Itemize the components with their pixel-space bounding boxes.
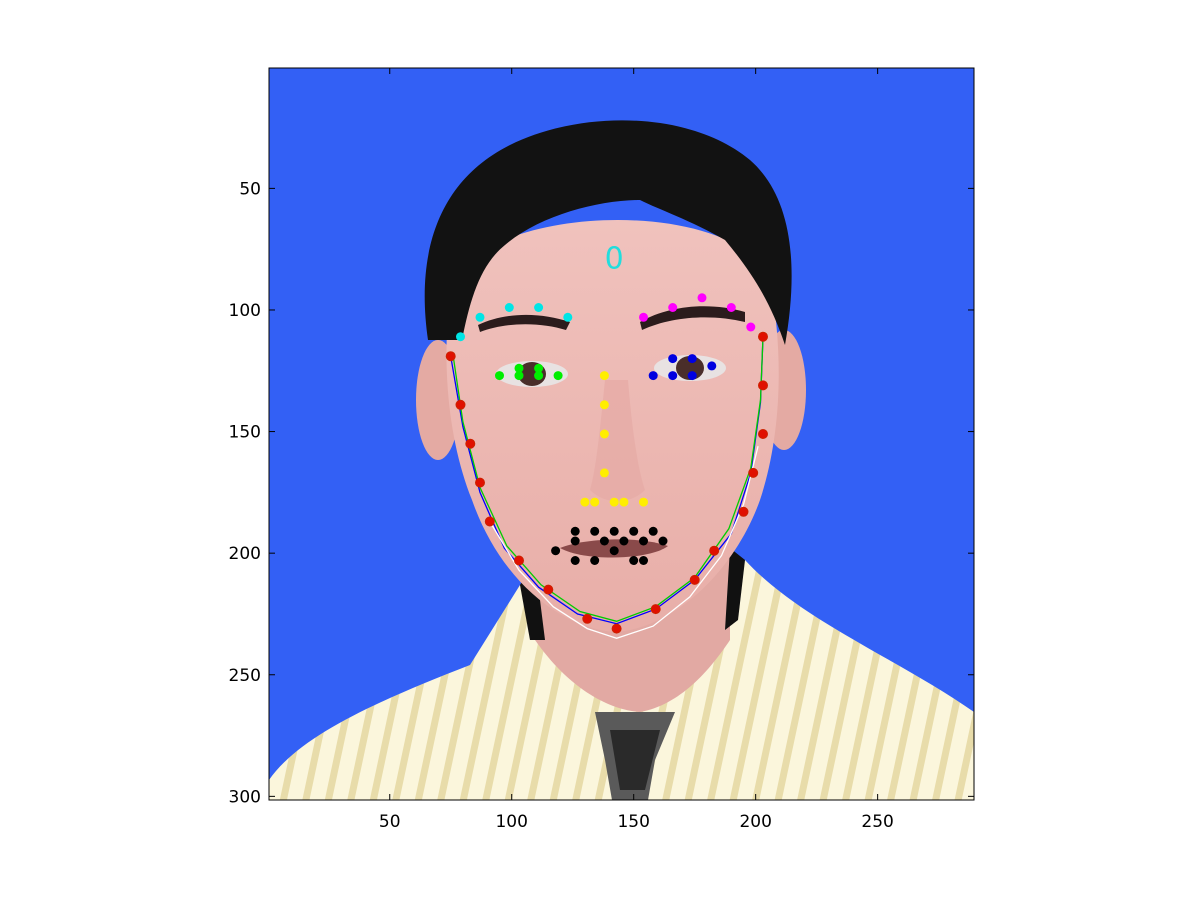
right-eye-point-0 [648,371,658,381]
jaw-contour-point-2 [465,438,476,449]
left-eye-series [495,363,563,381]
x-axis: 50 100 150 200 250 [379,68,894,832]
mouth-point-7 [639,536,648,546]
nose-point-5 [590,497,600,507]
right-eyebrow-shape [640,306,745,330]
y-tick-label: 250 [229,666,261,686]
left-eyebrow-point-4 [563,312,573,322]
right-eye-point-1 [668,354,678,364]
portrait-image [269,68,974,800]
y-tick-label: 300 [229,787,261,807]
jaw-contour-point-1 [455,399,466,410]
x-tick-label: 200 [739,812,771,832]
mouth-point-9 [609,546,619,556]
mouth-point-1 [570,526,580,536]
y-tick-label: 50 [239,179,261,199]
mouth-point-2 [590,526,600,536]
tie-knot [610,730,660,790]
jaw-contour-point-5 [514,555,524,566]
left-eyebrow-point-1 [475,312,485,322]
jaw-contour-point-4 [484,516,495,527]
nose-point-6 [609,497,619,507]
right-eyebrow-point-4 [746,322,756,332]
right-eye-series [648,354,717,381]
jaw-contour-point-0 [445,351,456,362]
nose-point-7 [619,497,629,507]
jaw-contour-point-12 [738,506,749,517]
left-eyebrow-point-0 [456,332,465,342]
left-eye-point-0 [495,371,504,381]
annotation-label: 0 [605,242,624,277]
landmark-points [445,293,768,634]
left-eye-point-1 [514,363,524,373]
x-tick-label: 150 [617,812,649,832]
left-eyebrow-point-3 [534,303,544,312]
jaw-contour-point-10 [689,574,700,585]
nose-point-8 [639,497,648,507]
jaw-contour-point-13 [748,467,759,478]
jaw-contour-point-15 [758,380,768,391]
hair [424,120,792,345]
jaw-contour-point-6 [543,584,554,595]
left-eyebrow-point-2 [504,303,514,312]
collar-shadow-right [725,548,745,630]
mouth-series [551,526,668,565]
nose-point-4 [580,497,590,507]
nose-point-3 [599,468,609,478]
nose-point-2 [599,429,609,439]
y-tick-label: 150 [229,423,261,443]
right-eye-point-4 [687,371,697,381]
mouth-point-13 [590,556,600,565]
left-eye-point-5 [514,371,524,381]
mouth-point-14 [629,556,639,565]
right-eyebrow-series [639,293,756,332]
jaw-contour-point-9 [650,604,661,615]
mouth-point-10 [599,536,609,546]
jaw-contour-point-7 [582,613,593,624]
jaw-contour-point-14 [758,429,768,439]
mouth-point-11 [570,536,580,546]
y-tick-label: 100 [229,301,261,321]
mouth-point-6 [658,536,668,546]
mouth-point-0 [551,546,561,556]
mouth-point-4 [629,526,639,536]
right-eye-point-2 [687,354,697,364]
right-eye-point-3 [707,361,717,371]
nose-series [580,371,648,507]
jaw-contour-series [445,331,768,634]
left-eyebrow-series [456,303,573,342]
y-axis: 50 100 150 200 250 300 [229,179,974,807]
mouth-point-3 [609,526,619,536]
axes-frame [268,67,975,801]
nose-point-0 [599,371,609,381]
left-eye-point-2 [534,363,544,373]
jaw-contour-point-16 [758,331,768,342]
mouth-point-8 [619,536,629,546]
mouth-point-15 [639,556,648,565]
right-eyebrow-point-2 [697,293,707,303]
right-eyebrow-point-1 [668,303,678,312]
jaw-contour-point-3 [475,477,485,488]
left-eyebrow-shape [478,314,570,332]
right-iris [676,356,704,380]
x-tick-label: 50 [379,812,401,832]
right-eyebrow-point-3 [726,303,736,312]
jaw-contour-point-11 [709,545,720,556]
right-eyebrow-point-0 [639,312,648,322]
x-tick-label: 100 [495,812,527,832]
y-tick-label: 200 [229,544,261,564]
nose-point-1 [599,400,609,410]
x-tick-label: 250 [861,812,893,832]
mouth-point-5 [648,526,658,536]
jaw-contour-point-8 [611,623,622,634]
right-eye-point-5 [668,371,678,381]
left-eye-point-4 [534,371,544,381]
left-eye-point-3 [553,371,563,381]
white-curve [489,446,759,639]
mouth-point-12 [570,556,580,565]
